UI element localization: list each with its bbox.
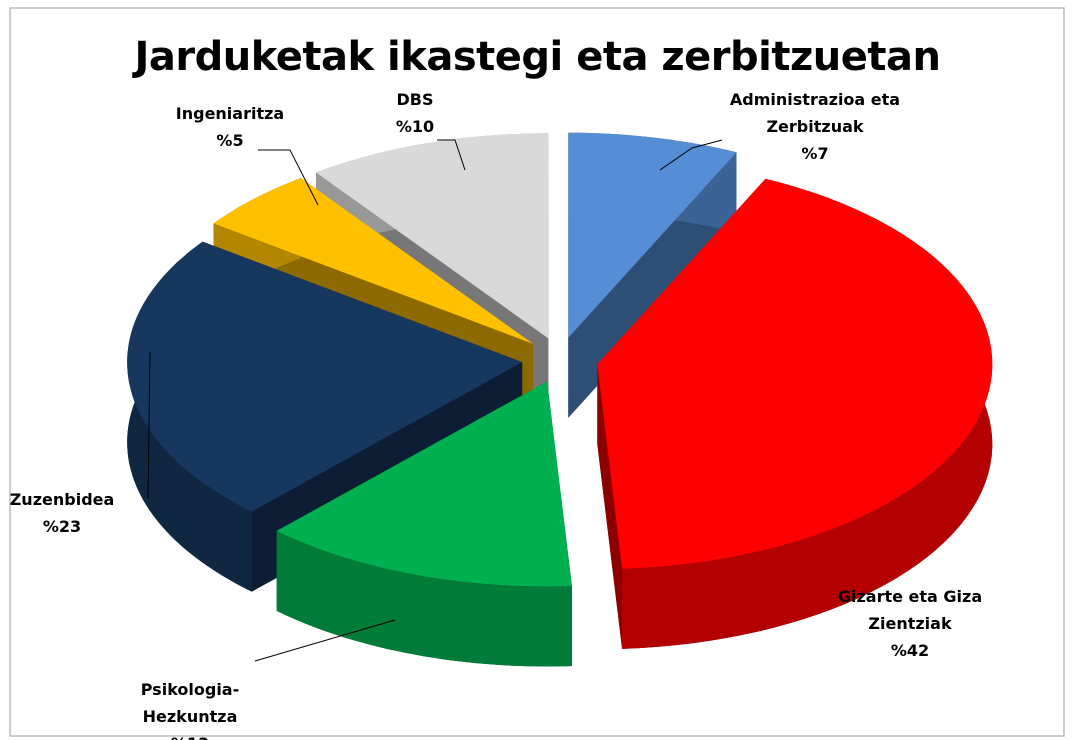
category-label: Administrazioa eta Zerbitzuak (729, 90, 901, 136)
leader-line (258, 149, 319, 206)
slice (597, 178, 993, 569)
slice (213, 178, 534, 344)
data-label: Administrazioa eta Zerbitzuak %7 (720, 86, 910, 167)
data-label: Zuzenbidea %23 (7, 486, 117, 540)
slice (276, 381, 572, 587)
data-label: Psikologia-Hezkuntza %13 (115, 676, 265, 740)
chart-title: Jarduketak ikastegi eta zerbitzuetan (134, 34, 941, 80)
slice (127, 241, 523, 512)
value-label: %13 (115, 730, 265, 740)
value-label: %10 (395, 117, 435, 136)
data-label: DBS %10 (365, 86, 465, 140)
category-label: Psikologia-Hezkuntza (140, 680, 240, 726)
data-label: Ingeniaritza %5 (160, 100, 300, 154)
data-label: Gizarte eta Giza Zientziak %42 (825, 583, 995, 664)
category-label: DBS (396, 90, 434, 109)
slice-wall (597, 364, 623, 649)
value-label: %5 (216, 131, 244, 150)
leader-line (659, 139, 723, 171)
leader-line (437, 139, 466, 171)
slice (316, 133, 549, 339)
value-label: %42 (890, 641, 930, 660)
leader-line (254, 619, 396, 662)
value-label: %23 (42, 517, 82, 536)
slice (568, 132, 737, 338)
value-label: %7 (801, 144, 829, 163)
category-label: Zuzenbidea (9, 490, 115, 509)
leader-line (147, 351, 151, 499)
category-label: Ingeniaritza (175, 104, 285, 123)
category-label: Gizarte eta Giza Zientziak (837, 587, 983, 633)
